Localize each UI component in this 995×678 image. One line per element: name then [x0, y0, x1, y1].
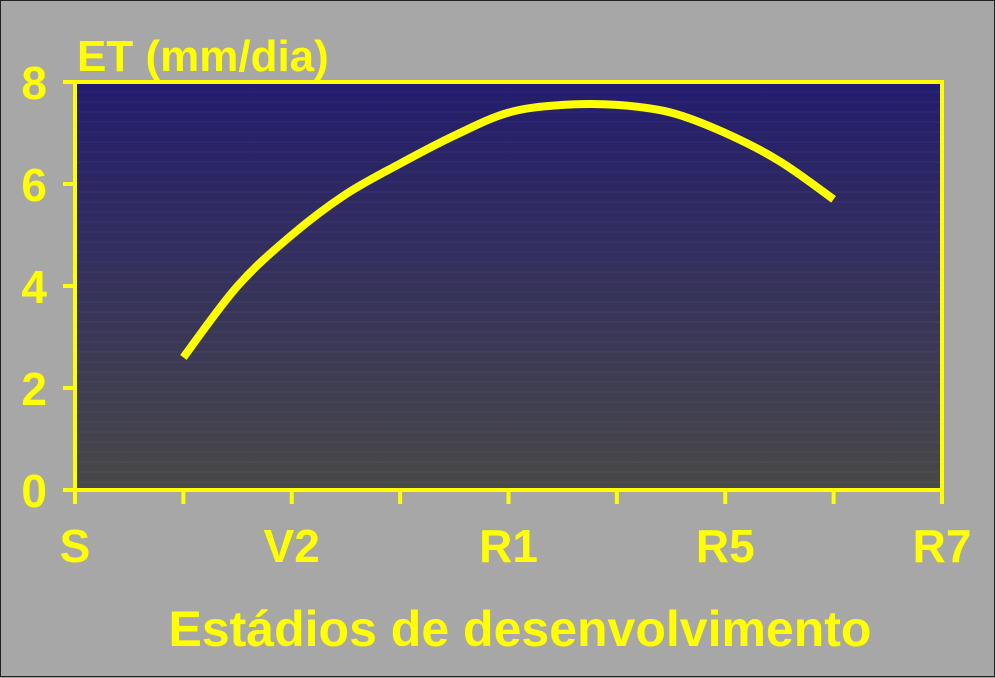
x-axis-label: Estádios de desenvolvimento: [169, 601, 872, 657]
plot-area: [75, 82, 942, 490]
x-tick-label: R5: [696, 520, 755, 572]
y-tick-label: 4: [21, 261, 47, 313]
x-tick-label: R7: [913, 520, 972, 572]
x-tick-label: S: [60, 520, 91, 572]
y-tick-label: 8: [21, 57, 47, 109]
et-series-line: [180, 100, 836, 360]
x-tick-label: R1: [479, 520, 538, 572]
plot-stripes: [75, 91, 942, 483]
y-tick-label: 6: [21, 159, 47, 211]
y-tick-label: 0: [21, 465, 47, 517]
x-tick-label: V2: [264, 520, 320, 572]
x-ticks: S V2 R1 R5 R7: [60, 490, 972, 572]
y-axis-label: ET (mm/dia): [77, 32, 329, 81]
y-ticks: 0 2 4 6 8: [21, 57, 75, 517]
y-tick-label: 2: [21, 363, 47, 415]
